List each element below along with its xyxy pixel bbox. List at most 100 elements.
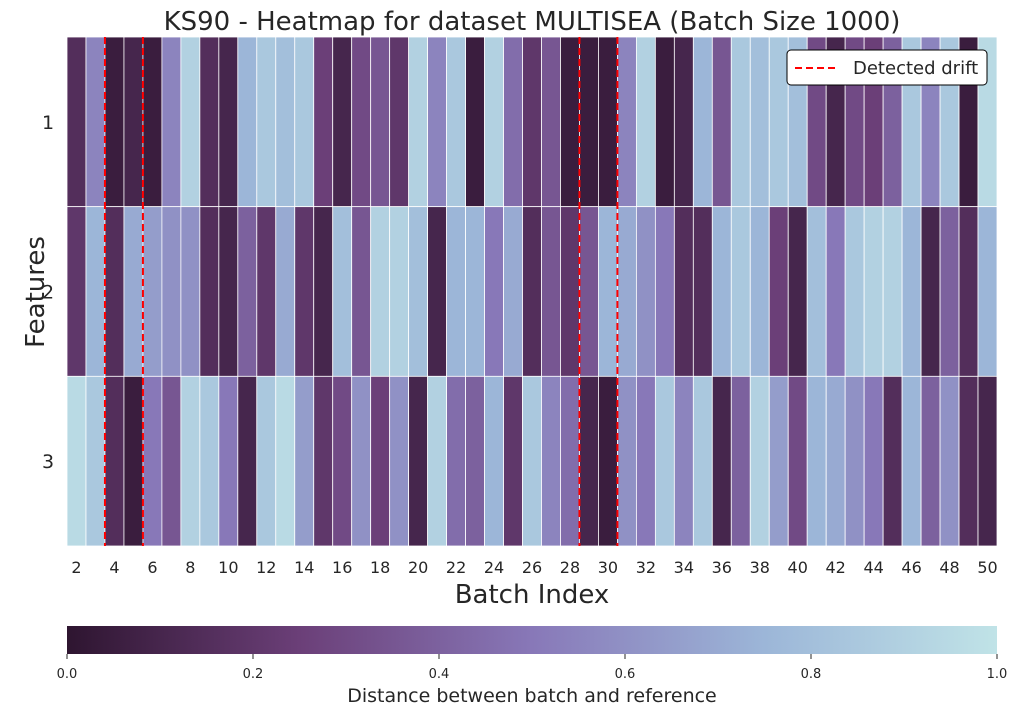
heatmap-cell: [617, 36, 637, 208]
heatmap-cell: [749, 375, 770, 547]
x-tick-label: 12: [256, 558, 276, 577]
heatmap-cell: [465, 36, 485, 208]
legend-box: [786, 49, 988, 86]
heatmap-cell: [484, 375, 504, 547]
x-tick-label: 34: [674, 558, 694, 577]
heatmap-cell: [939, 375, 960, 547]
heatmap-cell: [123, 36, 144, 208]
heatmap-cell: [654, 36, 675, 208]
heatmap-cell: [844, 375, 865, 547]
heatmap-cell: [768, 36, 789, 208]
heatmap-cell: [635, 36, 656, 208]
heatmap-cell: [806, 206, 827, 377]
heatmap-cell: [370, 206, 391, 377]
x-tick-label: 8: [185, 558, 195, 577]
heatmap-cell: [825, 375, 846, 547]
heatmap-cell: [389, 375, 410, 547]
heatmap-cell: [863, 206, 884, 377]
colorbar-tick-label: 0.0: [57, 667, 78, 682]
heatmap-cell: [654, 375, 675, 547]
colorbar-ticks: 0.0 0.2 0.4 0.6 0.8 1.0: [57, 654, 1007, 682]
x-tick-label: 36: [712, 558, 732, 577]
heatmap-cell: [692, 36, 713, 208]
heatmap-cell: [522, 375, 542, 547]
heatmap-cell: [920, 375, 941, 547]
heatmap-cell: [199, 375, 220, 547]
x-tick-label: 10: [218, 558, 238, 577]
heatmap-cell: [180, 375, 201, 547]
heatmap-cell: [730, 206, 751, 377]
heatmap-cell: [313, 36, 334, 208]
heatmap-cell: [408, 375, 429, 547]
heatmap-cell: [161, 36, 182, 208]
x-tick-label: 6: [147, 558, 157, 577]
heatmap-cell: [104, 36, 125, 208]
heatmap-cell: [66, 206, 87, 377]
x-tick-label: 40: [788, 558, 808, 577]
heatmap-cell: [673, 206, 694, 377]
heatmap-cell: [313, 375, 334, 547]
heatmap-cell: [901, 375, 922, 547]
heatmap-cell: [541, 36, 561, 208]
heatmap-cell: [825, 206, 846, 377]
heatmap-cell: [503, 206, 523, 377]
heatmap-cell: [389, 206, 410, 377]
heatmap-cell: [522, 206, 542, 377]
heatmap-cell: [351, 36, 372, 208]
heatmap-cell: [882, 375, 903, 547]
heatmap-cell: [142, 36, 163, 208]
heatmap-cell: [635, 375, 656, 547]
heatmap-cell: [161, 375, 182, 547]
heatmap-cell: [351, 206, 372, 377]
heatmap-cell: [749, 206, 770, 377]
heatmap-cell: [673, 375, 694, 547]
heatmap-cell: [408, 206, 429, 377]
heatmap-cell: [465, 375, 485, 547]
heatmap-cell: [142, 206, 163, 377]
heatmap-cell: [768, 206, 789, 377]
heatmap-cell: [977, 375, 998, 547]
heatmap-cell: [370, 36, 391, 208]
heatmap-cell: [275, 206, 296, 377]
heatmap-cell: [749, 36, 770, 208]
heatmap-cell: [446, 36, 466, 208]
heatmap-cell: [180, 36, 201, 208]
heatmap-cell: [598, 206, 618, 377]
legend-label: Detected drift: [853, 58, 978, 79]
heatmap-cell: [294, 36, 315, 208]
heatmap-cell: [256, 206, 277, 377]
heatmap-cell: [939, 206, 960, 377]
heatmap-cell: [66, 375, 87, 547]
y-axis-label: Features: [21, 236, 51, 348]
y-tick-labels: 1 2 3: [42, 112, 54, 473]
heatmap-cell: [237, 375, 258, 547]
heatmap-cell: [920, 206, 941, 377]
heatmap-cell: [503, 375, 523, 547]
heatmap-cell: [863, 375, 884, 547]
y-tick-label: 1: [42, 112, 54, 134]
heatmap-cell: [958, 206, 979, 377]
drift-lines: [103, 37, 619, 546]
heatmap-cell: [711, 375, 732, 547]
heatmap-cell: [579, 375, 599, 547]
x-tick-label: 14: [294, 558, 314, 577]
heatmap-cell: [218, 206, 239, 377]
x-tick-label: 26: [522, 558, 542, 577]
heatmap-cell: [275, 375, 296, 547]
heatmap-cell: [730, 375, 751, 547]
heatmap-cell: [199, 206, 220, 377]
x-tick-labels: 2 4 6 8 10 12 14 16 18 20 22 24 26 28 30 32 34 36 38 40 42 44…: [71, 558, 997, 577]
x-tick-label: 20: [408, 558, 428, 577]
heatmap-cell: [237, 36, 258, 208]
colorbar-tick-label: 0.4: [429, 667, 450, 682]
heatmap-cell: [294, 206, 315, 377]
x-tick-label: 30: [598, 558, 618, 577]
legend: Detected drift: [786, 49, 988, 86]
heatmap-cell: [958, 375, 979, 547]
heatmap-cell: [806, 375, 827, 547]
heatmap-cell: [465, 206, 485, 377]
heatmap-cells: [66, 36, 998, 547]
heatmap-cell: [541, 375, 561, 547]
heatmap-cell: [427, 375, 447, 547]
